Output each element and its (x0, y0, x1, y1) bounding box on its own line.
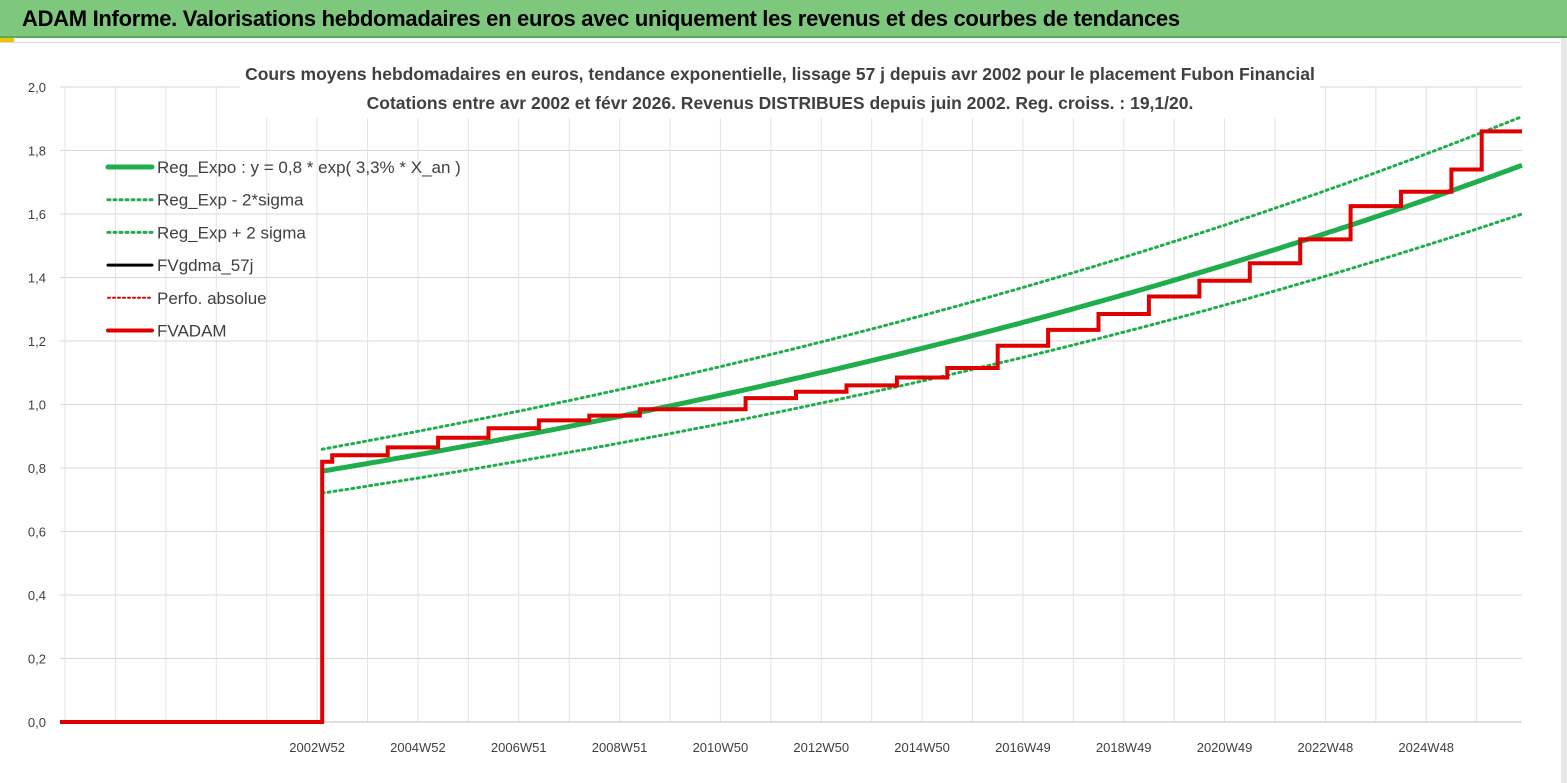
x-tick-label: 2006W51 (491, 740, 547, 755)
title-background (240, 60, 1320, 118)
series-fvadam (60, 129, 1522, 724)
y-tick-label: 0,8 (28, 461, 46, 476)
x-tick-label: 2024W48 (1398, 740, 1454, 755)
right-edge (1561, 38, 1567, 783)
y-tick-label: 1,6 (28, 207, 46, 222)
grid-lines (60, 86, 1522, 723)
y-tick-label: 1,4 (28, 271, 46, 286)
chart-frame (0, 42, 1560, 783)
chart-title-line2: Cotations entre avr 2002 et févr 2026. R… (367, 93, 1194, 113)
x-tick-label: 2002W52 (289, 740, 345, 755)
series-lower-band (320, 212, 1524, 495)
y-tick-label: 1,0 (28, 398, 46, 413)
legend-label: FVADAM (157, 322, 227, 341)
legend-label: Perfo. absolue (157, 289, 267, 308)
x-tick-label: 2014W50 (894, 740, 950, 755)
y-tick-label: 2,0 (28, 80, 46, 95)
y-tick-label: 0,4 (28, 588, 46, 603)
series-reg-expo (321, 162, 1523, 474)
x-tick-label: 2016W49 (995, 740, 1051, 755)
x-tick-label: 2020W49 (1197, 740, 1253, 755)
series-group (60, 115, 1524, 724)
report-title: ADAM Informe. Valorisations hebdomadaire… (22, 6, 1180, 31)
series-upper-band (320, 115, 1524, 451)
y-tick-label: 1,8 (28, 144, 46, 159)
x-tick-label: 2008W51 (592, 740, 648, 755)
legend-label: Reg_Exp - 2*sigma (157, 191, 304, 210)
legend-label: Reg_Exp + 2 sigma (157, 223, 306, 242)
y-tick-label: 0,2 (28, 652, 46, 667)
title-accent (0, 38, 14, 42)
chart-title-line1: Cours moyens hebdomadaires en euros, ten… (245, 64, 1315, 84)
x-tick-label: 2004W52 (390, 740, 446, 755)
x-tick-label: 2018W49 (1096, 740, 1152, 755)
x-axis-ticks: 2002W52 2004W52 2006W51 2008W51 2010W50 2012W… (289, 740, 1454, 755)
x-tick-label: 2022W48 (1298, 740, 1354, 755)
y-tick-label: 1,2 (28, 334, 46, 349)
series-fvgdma (60, 130, 1522, 724)
x-tick-label: 2010W50 (693, 740, 749, 755)
legend-label: Reg_Expo : y = 0,8 * exp( 3,3% * X_an ) (157, 158, 461, 177)
y-tick-label: 0,0 (28, 715, 46, 730)
x-tick-label: 2012W50 (793, 740, 849, 755)
y-tick-label: 0,6 (28, 525, 46, 540)
report-title-bar: ADAM Informe. Valorisations hebdomadaire… (0, 0, 1567, 38)
legend: Reg_Expo : y = 0,8 * exp( 3,3% * X_an ) R… (105, 158, 461, 341)
legend-label: FVgdma_57j (157, 256, 253, 275)
y-axis-ticks: 0,0 0,2 0,4 0,6 0,8 1,0 1,2 1,4 1,6 1,8 2,0 (28, 80, 46, 730)
